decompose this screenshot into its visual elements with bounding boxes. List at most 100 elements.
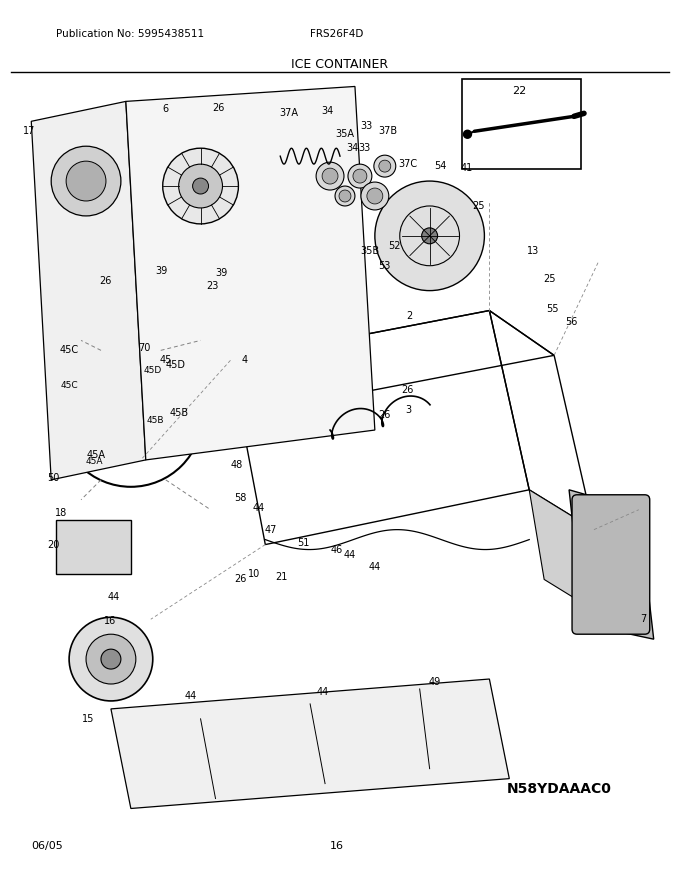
Text: 22: 22 xyxy=(512,86,526,97)
Text: Publication No: 5995438511: Publication No: 5995438511 xyxy=(56,29,204,39)
FancyBboxPatch shape xyxy=(572,495,649,634)
Circle shape xyxy=(464,130,471,138)
Text: 45B: 45B xyxy=(169,408,188,418)
Circle shape xyxy=(379,160,391,172)
Text: 6: 6 xyxy=(163,105,169,114)
Text: FRS26F4D: FRS26F4D xyxy=(310,29,364,39)
Text: 45C: 45C xyxy=(60,345,79,356)
Text: 50: 50 xyxy=(47,473,59,483)
Text: 45C: 45C xyxy=(61,381,78,390)
Text: 56: 56 xyxy=(565,318,577,327)
Text: 55: 55 xyxy=(546,304,558,313)
Circle shape xyxy=(59,343,203,487)
Circle shape xyxy=(69,617,153,701)
Text: 20: 20 xyxy=(47,539,59,550)
Text: 39: 39 xyxy=(216,268,228,278)
Text: 70: 70 xyxy=(139,343,151,354)
Text: 21: 21 xyxy=(275,572,288,583)
Text: 26: 26 xyxy=(401,385,414,395)
Text: 39: 39 xyxy=(156,266,168,275)
Text: 48: 48 xyxy=(231,460,243,470)
Text: 54: 54 xyxy=(435,161,447,171)
Text: 45: 45 xyxy=(160,356,172,365)
Text: 26: 26 xyxy=(379,410,391,420)
Circle shape xyxy=(335,186,355,206)
Text: 45D: 45D xyxy=(143,366,162,375)
Text: 25: 25 xyxy=(472,201,485,211)
Circle shape xyxy=(348,165,372,188)
Text: 41: 41 xyxy=(460,163,473,173)
Text: 47: 47 xyxy=(264,524,277,535)
Text: 45A: 45A xyxy=(86,450,105,460)
Text: 51: 51 xyxy=(297,538,309,547)
Text: 16: 16 xyxy=(104,616,116,627)
Text: 33: 33 xyxy=(359,143,371,153)
Text: 45B: 45B xyxy=(147,415,165,424)
Circle shape xyxy=(66,161,106,201)
Text: 35A: 35A xyxy=(335,129,354,139)
Text: 44: 44 xyxy=(184,691,197,701)
Bar xyxy=(141,375,163,392)
Circle shape xyxy=(101,649,121,669)
Text: 37C: 37C xyxy=(398,159,418,169)
Text: N58YDAAAC0: N58YDAAAC0 xyxy=(507,781,611,796)
Text: 58: 58 xyxy=(234,493,247,502)
Circle shape xyxy=(367,188,383,204)
Polygon shape xyxy=(529,490,609,620)
Circle shape xyxy=(374,155,396,177)
Polygon shape xyxy=(111,679,509,809)
Text: 45A: 45A xyxy=(85,458,103,466)
Circle shape xyxy=(86,634,136,684)
Text: 06/05: 06/05 xyxy=(31,841,63,851)
Text: 34: 34 xyxy=(346,143,358,153)
Circle shape xyxy=(353,169,367,183)
Text: 10: 10 xyxy=(248,569,260,579)
Text: 53: 53 xyxy=(379,260,391,271)
Polygon shape xyxy=(569,490,653,639)
Text: 26: 26 xyxy=(212,103,224,114)
Circle shape xyxy=(322,168,338,184)
Circle shape xyxy=(51,146,121,216)
Text: 44: 44 xyxy=(108,592,120,602)
Text: 2: 2 xyxy=(407,311,413,320)
Polygon shape xyxy=(31,101,146,480)
Text: 17: 17 xyxy=(23,126,35,136)
Text: 52: 52 xyxy=(388,241,401,251)
Circle shape xyxy=(316,162,344,190)
Text: 44: 44 xyxy=(344,549,356,560)
Text: 35B: 35B xyxy=(360,246,379,256)
Text: 26: 26 xyxy=(234,575,247,584)
Text: 3: 3 xyxy=(406,405,412,415)
Text: 16: 16 xyxy=(330,841,344,851)
Text: 45D: 45D xyxy=(166,360,186,370)
Text: 7: 7 xyxy=(641,614,647,624)
Circle shape xyxy=(361,182,389,210)
Text: 37B: 37B xyxy=(378,126,397,136)
Circle shape xyxy=(142,425,156,439)
Circle shape xyxy=(192,178,209,194)
Text: 34: 34 xyxy=(321,106,333,116)
Text: ICE CONTAINER: ICE CONTAINER xyxy=(292,58,388,71)
Bar xyxy=(462,79,581,169)
Text: 25: 25 xyxy=(543,274,556,283)
Circle shape xyxy=(422,228,438,244)
Text: 44: 44 xyxy=(252,502,265,513)
Bar xyxy=(56,520,131,575)
Text: 26: 26 xyxy=(99,275,111,286)
Text: 44: 44 xyxy=(317,687,329,697)
Circle shape xyxy=(375,181,484,290)
Circle shape xyxy=(163,148,239,224)
Text: 15: 15 xyxy=(82,714,95,724)
Text: 46: 46 xyxy=(331,545,343,554)
Text: 33: 33 xyxy=(361,121,373,131)
Circle shape xyxy=(339,190,351,202)
Text: 49: 49 xyxy=(428,677,441,687)
Text: 4: 4 xyxy=(241,356,248,365)
Bar xyxy=(76,390,104,412)
Polygon shape xyxy=(126,86,375,460)
Text: 44: 44 xyxy=(369,562,381,573)
Text: 18: 18 xyxy=(55,508,67,517)
Text: 23: 23 xyxy=(206,281,219,290)
Text: 13: 13 xyxy=(527,246,539,256)
Text: 37A: 37A xyxy=(279,108,299,118)
